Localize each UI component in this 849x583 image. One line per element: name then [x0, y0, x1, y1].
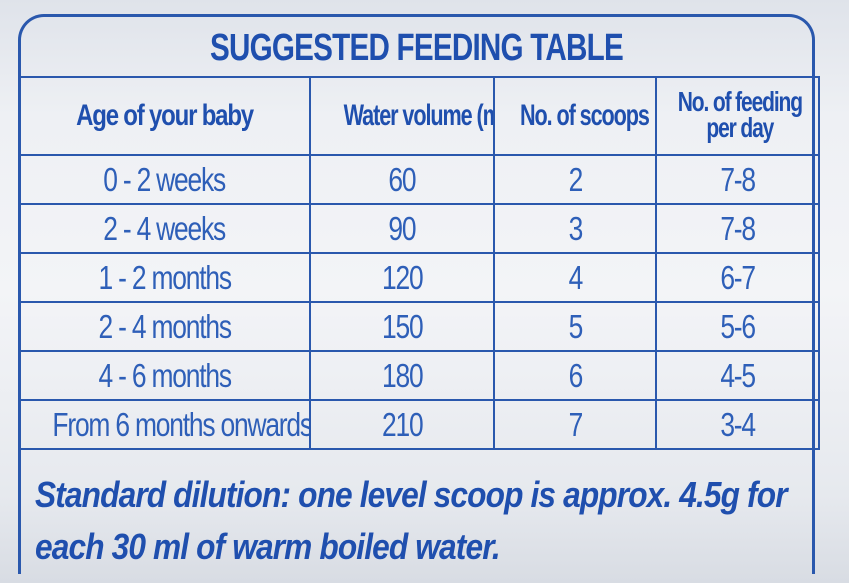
cell-age: From 6 months onwards — [18, 399, 311, 450]
table-title: SUGGESTED FEEDING TABLE — [210, 26, 624, 69]
feeding-table-panel: SUGGESTED FEEDING TABLE Age of your baby… — [18, 14, 820, 574]
cell-water-volume-value: 60 — [388, 161, 417, 198]
cell-age-value: 2 - 4 weeks — [103, 210, 227, 247]
cell-feedings: 6-7 — [655, 252, 820, 303]
cell-water-volume-value: 150 — [381, 308, 424, 345]
cell-scoops: 2 — [493, 154, 657, 205]
table-row: 4 - 6 months 180 6 4-5 — [18, 350, 820, 401]
header-feedings: No. of feeding per day — [655, 76, 820, 156]
cell-water-volume-value: 90 — [388, 210, 417, 247]
table-header-row: Age of your baby Water volume (ml) No. o… — [18, 76, 820, 156]
cell-scoops-value: 2 — [568, 161, 583, 198]
cell-scoops: 5 — [493, 301, 657, 352]
cell-scoops: 6 — [493, 350, 657, 401]
header-scoops: No. of scoops — [493, 76, 657, 156]
header-age: Age of your baby — [18, 76, 311, 156]
cell-age-value: 0 - 2 weeks — [103, 161, 227, 198]
cell-feedings: 5-6 — [655, 301, 820, 352]
cell-age-value: 4 - 6 months — [98, 357, 232, 394]
cell-feedings-value: 7-8 — [720, 161, 756, 198]
cell-scoops-value: 4 — [568, 259, 583, 296]
dilution-note: Standard dilution: one level scoop is ap… — [35, 469, 788, 573]
cell-age: 0 - 2 weeks — [18, 154, 311, 205]
cell-feedings: 7-8 — [655, 203, 820, 254]
cell-water-volume-value: 210 — [381, 406, 424, 443]
cell-water-volume: 60 — [309, 154, 495, 205]
cell-age: 2 - 4 weeks — [18, 203, 311, 254]
cell-scoops-value: 7 — [568, 406, 583, 443]
cell-scoops: 4 — [493, 252, 657, 303]
cell-feedings-value: 6-7 — [720, 259, 756, 296]
table-row: 1 - 2 months 120 4 6-7 — [18, 252, 820, 303]
table-row: 2 - 4 weeks 90 3 7-8 — [18, 203, 820, 254]
cell-age-value: From 6 months onwards — [52, 406, 310, 443]
header-feedings-line1: No. of feeding — [677, 86, 803, 118]
cell-feedings-value: 7-8 — [720, 210, 756, 247]
cell-age: 4 - 6 months — [18, 350, 311, 401]
feeding-table: Age of your baby Water volume (ml) No. o… — [18, 76, 820, 450]
cell-scoops: 3 — [493, 203, 657, 254]
table-row: 0 - 2 weeks 60 2 7-8 — [18, 154, 820, 205]
cell-water-volume-value: 180 — [381, 357, 424, 394]
table-row: 2 - 4 months 150 5 5-6 — [18, 301, 820, 352]
cell-scoops-value: 3 — [568, 210, 583, 247]
header-feedings-label: No. of feeding per day — [677, 86, 803, 141]
cell-age-value: 1 - 2 months — [98, 259, 232, 296]
header-scoops-label: No. of scoops — [520, 99, 650, 132]
header-water-volume: Water volume (ml) — [309, 76, 495, 156]
cell-scoops-value: 6 — [568, 357, 583, 394]
cell-scoops-value: 5 — [568, 308, 583, 345]
cell-feedings: 4-5 — [655, 350, 820, 401]
header-water-volume-label: Water volume (ml) — [343, 99, 492, 132]
cell-feedings-value: 5-6 — [720, 308, 756, 345]
cell-feedings: 7-8 — [655, 154, 820, 205]
cell-age: 1 - 2 months — [18, 252, 311, 303]
cell-water-volume: 180 — [309, 350, 495, 401]
cell-scoops: 7 — [493, 399, 657, 450]
header-feedings-line2: per day — [706, 111, 774, 143]
dilution-note-line1: Standard dilution: one level scoop is ap… — [35, 474, 788, 515]
cell-age: 2 - 4 months — [18, 301, 311, 352]
cell-water-volume: 90 — [309, 203, 495, 254]
cell-feedings-value: 4-5 — [720, 357, 756, 394]
cell-feedings: 3-4 — [655, 399, 820, 450]
header-age-label: Age of your baby — [76, 99, 254, 132]
cell-feedings-value: 3-4 — [720, 406, 756, 443]
cell-water-volume: 150 — [309, 301, 495, 352]
cell-age-value: 2 - 4 months — [98, 308, 232, 345]
table-row: From 6 months onwards 210 7 3-4 — [18, 399, 820, 450]
dilution-note-line2: each 30 ml of warm boiled water. — [35, 526, 501, 567]
cell-water-volume: 210 — [309, 399, 495, 450]
cell-water-volume: 120 — [309, 252, 495, 303]
cell-water-volume-value: 120 — [381, 259, 424, 296]
